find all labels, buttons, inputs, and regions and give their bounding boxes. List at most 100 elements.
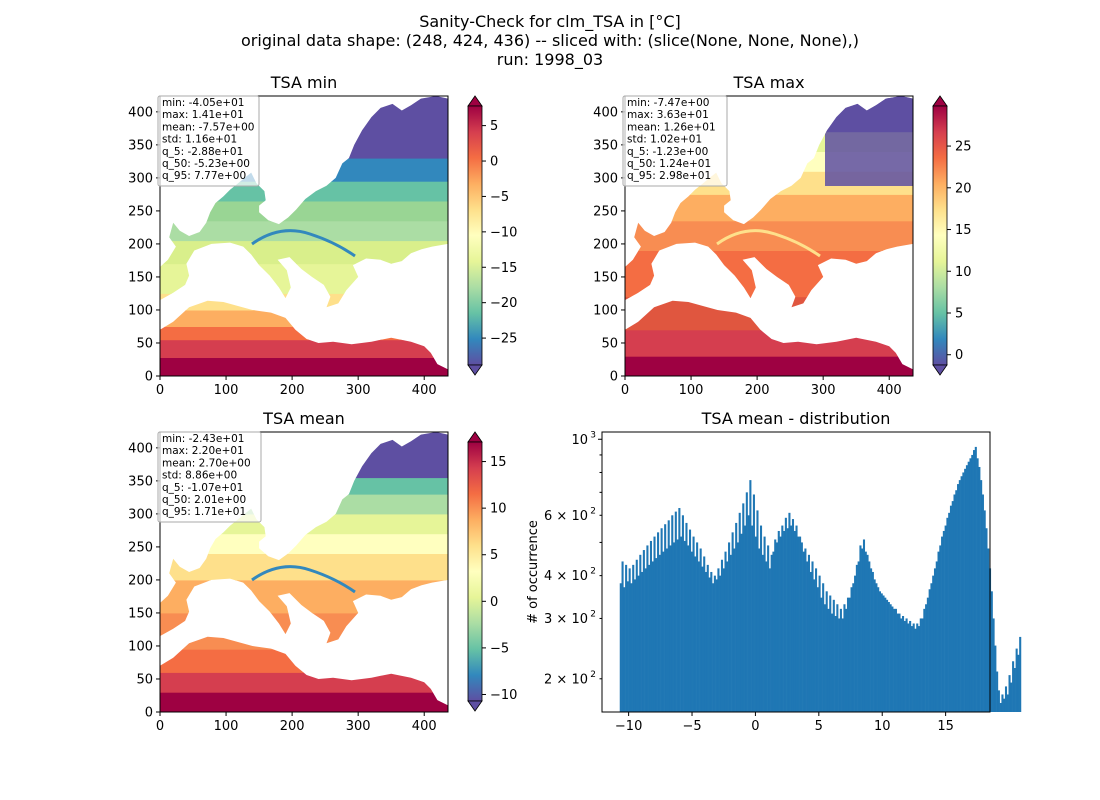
y-tick-label: 200	[128, 573, 153, 588]
histogram-bar	[791, 519, 795, 712]
histogram-bar	[754, 536, 757, 712]
colorbar-tick-label: 0	[490, 155, 498, 170]
y-tick-label: 0	[610, 370, 618, 385]
histogram-bar	[1012, 661, 1015, 712]
histogram-bar	[635, 559, 638, 712]
histogram-bar	[772, 551, 775, 712]
histogram-bar	[717, 568, 720, 712]
stats-line: q_5: -1.23e+00	[627, 146, 708, 158]
colorbar-extend-top	[467, 431, 483, 443]
y-tick-label: 100	[593, 303, 618, 318]
histogram-bar	[878, 591, 882, 712]
histogram-bar	[726, 561, 729, 712]
stats-line: std: 1.02e+01	[627, 134, 702, 146]
histogram-bar	[839, 608, 842, 712]
histogram-bar	[958, 480, 961, 712]
histogram-bar	[807, 554, 810, 712]
histogram-bar	[761, 554, 764, 712]
histogram-bar	[932, 575, 935, 712]
map-band	[625, 296, 913, 331]
histogram-bar	[681, 515, 684, 712]
histogram-bar	[768, 568, 771, 712]
histogram-bar	[724, 551, 727, 712]
stats-line: mean: -7.57e+00	[162, 121, 254, 133]
colorbar-tick-label: 5	[955, 306, 963, 321]
histogram-bar	[790, 525, 793, 712]
x-tick-label: 100	[679, 383, 704, 398]
histogram-bar	[704, 571, 708, 712]
histogram-bar	[829, 595, 832, 712]
histogram-bar	[813, 579, 816, 712]
stats-line: q_50: 1.24e+01	[627, 158, 711, 170]
histogram-bar	[688, 529, 692, 712]
histogram-bar	[729, 554, 732, 712]
stats-line: min: -4.05e+01	[162, 97, 244, 109]
histogram-bar	[1006, 694, 1009, 712]
stats-line: max: 1.41e+01	[162, 109, 244, 121]
stats-line: min: -7.47e+00	[627, 97, 709, 109]
histogram-bar	[784, 517, 787, 712]
histogram-bar	[731, 532, 734, 712]
histogram-bar	[641, 571, 644, 712]
histogram-bar	[797, 536, 800, 712]
histogram-bar	[925, 604, 928, 712]
histogram-bar	[902, 615, 905, 712]
map-cold-region	[825, 96, 913, 186]
histogram-bar	[891, 606, 894, 712]
histogram-bar	[644, 568, 647, 712]
histogram-bar	[1004, 686, 1008, 712]
histogram-bar	[980, 480, 983, 712]
histogram-bar	[907, 623, 910, 712]
stats-box-frame	[622, 95, 728, 187]
histogram-bar	[676, 539, 679, 712]
colorbar: 25 20 15 10 5 0	[932, 95, 972, 376]
colorbar-tick-label: −10	[490, 225, 517, 240]
histogram-bar	[939, 545, 942, 712]
x-tick-label: 400	[412, 719, 437, 734]
histogram-bar	[834, 615, 837, 712]
histogram-bar	[862, 539, 866, 712]
hist-x-tick-label: 0	[751, 719, 759, 734]
hist-y-tick-label: 3 × 10	[544, 612, 588, 627]
histogram-bar	[759, 525, 763, 712]
histogram-bar	[658, 554, 661, 712]
histogram-bar	[694, 556, 697, 712]
histogram-bar	[692, 536, 695, 712]
colorbar-tick-label: 5	[490, 548, 498, 563]
colorbar: 15 10 5 0 −5 −10	[467, 431, 517, 712]
histogram-bar	[822, 583, 825, 712]
stats-line: mean: 2.70e+00	[162, 457, 251, 469]
hist-y-major-label: 10	[571, 433, 588, 448]
histogram-bar	[825, 591, 828, 712]
histogram-bar	[949, 505, 953, 712]
histogram-bar	[665, 548, 668, 712]
colorbar-tick-label: 5	[490, 119, 498, 134]
histogram-bar	[639, 554, 642, 712]
histogram-bar	[678, 508, 681, 712]
histogram-bar	[706, 564, 709, 712]
stats-line: q_5: -1.07e+01	[162, 482, 243, 494]
y-tick-label: 250	[128, 540, 153, 555]
histogram-bar	[857, 561, 860, 712]
x-tick-label: 200	[745, 383, 770, 398]
histogram-bar	[697, 561, 700, 712]
map-band	[160, 240, 448, 265]
hist-x-tick-label: 15	[937, 719, 954, 734]
histogram-bar	[690, 551, 693, 712]
histogram-bar	[944, 525, 947, 712]
colorbar-gradient	[467, 441, 483, 702]
stats-line: q_95: 1.71e+01	[162, 506, 246, 518]
colorbar-extend-top	[932, 95, 948, 107]
histogram-bar	[657, 532, 660, 712]
y-tick-label: 100	[128, 639, 153, 654]
histogram-bar	[811, 561, 814, 712]
histogram-bar	[683, 540, 686, 712]
y-tick-label: 250	[593, 204, 618, 219]
histogram-bar	[903, 620, 906, 712]
colorbar-extend-bottom	[467, 364, 483, 376]
histogram-bar	[712, 583, 715, 712]
map-band	[160, 293, 448, 311]
histogram-bar	[831, 613, 834, 712]
histogram-bar	[997, 690, 1000, 712]
